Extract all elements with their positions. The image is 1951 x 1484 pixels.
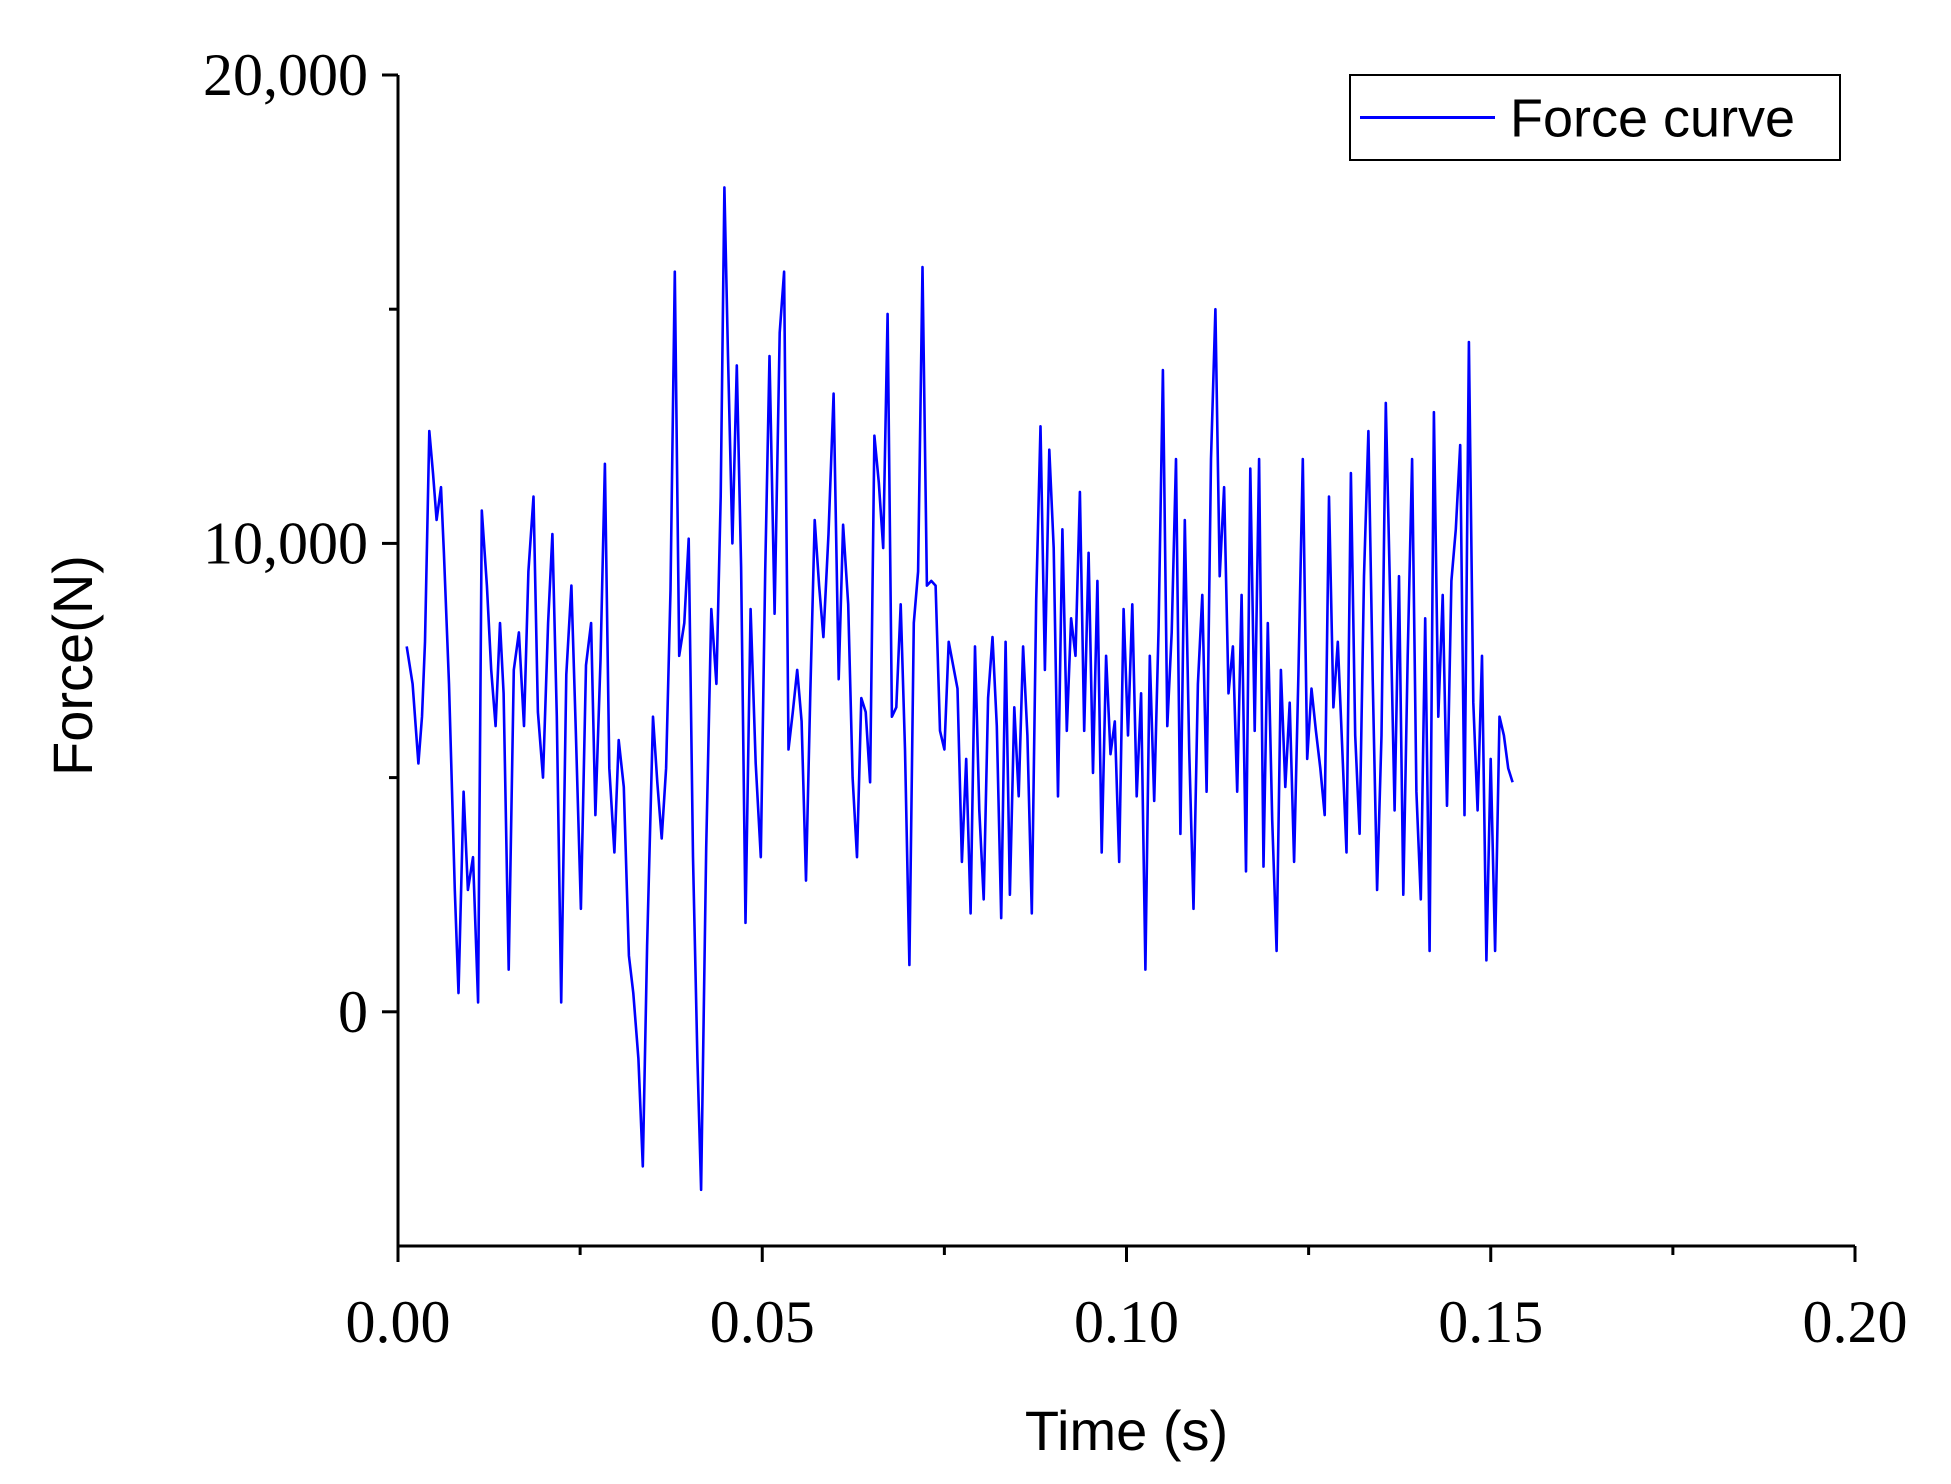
y-tick-label: 0 <box>338 979 368 1045</box>
legend: Force curve <box>1349 74 1841 161</box>
legend-label: Force curve <box>1510 89 1795 149</box>
series-line-force-curve <box>405 186 1514 1192</box>
x-axis-title: Time (s) <box>1025 1399 1228 1462</box>
x-tick-label: 0.10 <box>1074 1289 1179 1355</box>
x-tick-label: 0.05 <box>710 1289 815 1355</box>
y-tick-label: 20,000 <box>203 42 368 108</box>
axis-ticks: 0.00 0.05 0.10 0.15 0.20 0 10,000 20,000 <box>203 42 1908 1355</box>
y-axis-title: Force(N) <box>41 555 104 776</box>
y-tick-label: 10,000 <box>203 510 368 576</box>
series-lines <box>405 186 1514 1192</box>
x-tick-label: 0.20 <box>1803 1289 1908 1355</box>
x-tick-label: 0.00 <box>346 1289 451 1355</box>
x-tick-label: 0.15 <box>1438 1289 1543 1355</box>
